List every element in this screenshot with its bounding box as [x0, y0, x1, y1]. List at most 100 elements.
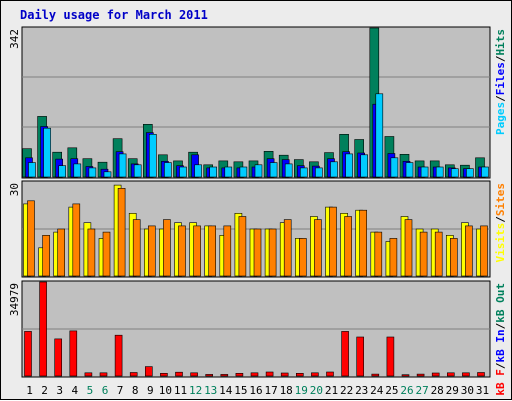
- bar-pages-20: [315, 167, 323, 178]
- legend-entry: /: [494, 95, 507, 102]
- bar-sites-16: [253, 228, 262, 277]
- bar-kb-f-14: [220, 374, 229, 377]
- bar-pages-21: [330, 161, 338, 178]
- bar-kb-f-18: [280, 372, 289, 377]
- bar-kb-f-21: [326, 371, 334, 377]
- bar-kb-f-27: [416, 373, 425, 377]
- bar-kb-f-6: [99, 372, 108, 377]
- bar-sites-31: [480, 225, 488, 277]
- bar-sites-5: [87, 228, 96, 277]
- bar-kb-f-20: [311, 372, 319, 377]
- x-tick-label-24: 24: [370, 384, 384, 397]
- bar-pages-11: [179, 166, 187, 178]
- panel-middle-legend: Visits/Sites: [494, 183, 507, 263]
- bar-kb-f-12: [190, 372, 198, 377]
- bar-kb-f-11: [175, 371, 183, 377]
- bar-kb-f-3: [54, 338, 63, 377]
- bar-kb-f-2: [39, 281, 47, 377]
- bar-pages-16: [254, 164, 263, 178]
- x-tick-label-29: 29: [446, 384, 459, 397]
- x-tick-label-28: 28: [431, 384, 444, 397]
- panel-top-legend: Pages/Files/Hits: [494, 29, 507, 135]
- x-tick-label-12: 12: [189, 384, 202, 397]
- bar-sites-23: [359, 209, 368, 277]
- bar-pages-14: [224, 166, 233, 178]
- x-tick-label-5: 5: [87, 384, 94, 397]
- bar-pages-2: [43, 127, 51, 178]
- bar-pages-24: [375, 93, 384, 178]
- x-tick-label-9: 9: [147, 384, 154, 397]
- x-tick-label-20: 20: [310, 384, 323, 397]
- bar-pages-6: [103, 171, 112, 178]
- bar-sites-21: [329, 206, 337, 277]
- bar-kb-f-26: [401, 374, 410, 377]
- bar-sites-28: [434, 231, 443, 277]
- bar-sites-7: [117, 188, 126, 277]
- bar-kb-f-25: [386, 336, 395, 377]
- bar-kb-f-8: [129, 372, 138, 377]
- bar-sites-13: [208, 225, 216, 277]
- bar-kb-f-15: [235, 372, 244, 377]
- x-tick-label-21: 21: [325, 384, 338, 397]
- bar-pages-27: [420, 166, 429, 178]
- bar-kb-f-16: [250, 372, 259, 377]
- bar-sites-11: [178, 225, 186, 277]
- x-tick-label-1: 1: [26, 384, 33, 397]
- bar-sites-2: [42, 235, 50, 277]
- x-tick-label-19: 19: [295, 384, 308, 397]
- bar-kb-f-13: [205, 374, 213, 377]
- x-tick-label-15: 15: [234, 384, 247, 397]
- x-tick-label-17: 17: [264, 384, 277, 397]
- x-tick-label-26: 26: [400, 384, 413, 397]
- bar-kb-f-31: [477, 372, 485, 377]
- bar-sites-15: [238, 216, 247, 277]
- bar-kb-f-4: [69, 330, 78, 377]
- x-tick-label-3: 3: [56, 384, 63, 397]
- legend-entry: Hits: [494, 29, 507, 56]
- bar-pages-8: [133, 164, 142, 178]
- x-tick-label-22: 22: [340, 384, 353, 397]
- bar-pages-23: [360, 154, 369, 178]
- x-tick-label-31: 31: [476, 384, 489, 397]
- legend-entry: /: [494, 55, 507, 62]
- panel-bottom-y-max-label: 34979: [8, 283, 21, 316]
- bar-pages-19: [299, 167, 308, 178]
- panel-bottom-legend: kB F/kB In/kB Out: [494, 283, 507, 396]
- bar-kb-f-29: [446, 372, 455, 377]
- bar-pages-17: [269, 162, 278, 178]
- bar-sites-1: [27, 200, 35, 277]
- bar-kb-f-7: [114, 334, 123, 377]
- bar-pages-25: [390, 157, 399, 178]
- bar-pages-26: [405, 162, 414, 178]
- x-tick-label-14: 14: [219, 384, 233, 397]
- bar-sites-10: [163, 219, 171, 277]
- bar-sites-9: [148, 225, 156, 277]
- bar-pages-7: [118, 153, 127, 178]
- bar-pages-15: [239, 166, 248, 178]
- bar-kb-f-10: [160, 372, 168, 377]
- bar-kb-f-22: [341, 331, 349, 377]
- bar-sites-25: [389, 238, 398, 277]
- legend-entry: kB F: [494, 369, 507, 396]
- bar-kb-f-23: [356, 336, 365, 377]
- bar-sites-30: [465, 225, 473, 277]
- x-tick-label-10: 10: [159, 384, 172, 397]
- bar-sites-26: [404, 219, 413, 277]
- bar-pages-28: [435, 166, 444, 178]
- bar-pages-18: [284, 163, 293, 178]
- x-tick-label-18: 18: [280, 384, 293, 397]
- x-tick-label-2: 2: [41, 384, 48, 397]
- bar-pages-4: [73, 163, 82, 178]
- legend-entry: Visits: [494, 223, 507, 263]
- x-tick-label-25: 25: [385, 384, 398, 397]
- panel-top-y-max-label: 342: [8, 29, 21, 49]
- bar-sites-20: [314, 219, 322, 277]
- bar-kb-f-30: [462, 372, 470, 377]
- bar-sites-17: [268, 228, 277, 277]
- bar-sites-29: [449, 238, 458, 277]
- panel-top-plot-area: [21, 26, 491, 179]
- bar-sites-22: [344, 216, 352, 277]
- bar-sites-12: [193, 225, 201, 277]
- bar-pages-30: [466, 168, 474, 178]
- bar-kb-f-5: [84, 372, 93, 377]
